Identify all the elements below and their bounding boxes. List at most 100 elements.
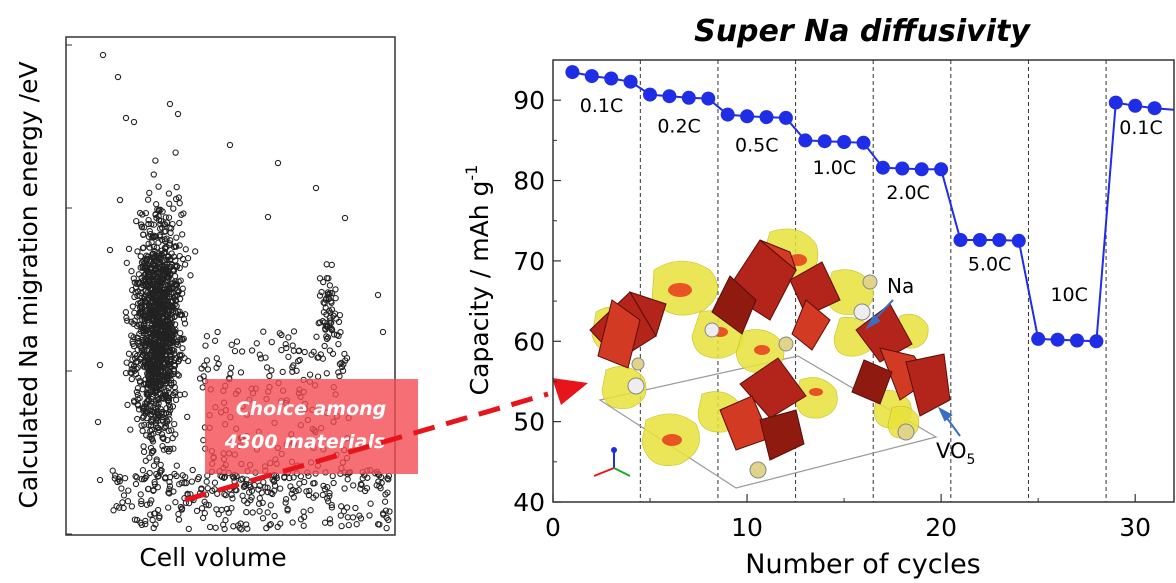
- scatter-point: [122, 114, 130, 122]
- scatter-point: [152, 417, 160, 424]
- scatter-point: [174, 371, 181, 378]
- scatter-point: [125, 350, 133, 357]
- scatter-point: [329, 472, 336, 480]
- scatter-point: [160, 290, 168, 297]
- scatter-point: [128, 318, 135, 325]
- scatter-point: [386, 508, 393, 515]
- scatter-point: [176, 252, 183, 260]
- scatter-point: [150, 462, 158, 469]
- scatter-point: [140, 443, 147, 450]
- scatter-point: [118, 485, 125, 492]
- scatter-point: [278, 331, 285, 339]
- capacity-point: [972, 233, 987, 247]
- scatter-point: [166, 490, 173, 497]
- scatter-point: [141, 421, 148, 428]
- scatter-point: [155, 472, 162, 480]
- scatter-point: [155, 321, 163, 329]
- scatter-point: [150, 250, 157, 257]
- right-y-axis-label: Capacity / mAh g-1: [462, 165, 494, 396]
- scatter-point: [248, 487, 256, 494]
- rate-label: 0.5C: [735, 135, 778, 157]
- scatter-point: [285, 334, 292, 341]
- scatter-point: [164, 276, 171, 283]
- scatter-point: [188, 478, 196, 485]
- scatter-point: [283, 344, 290, 352]
- y-tick-label: 90: [513, 86, 545, 115]
- scatter-point: [159, 303, 167, 310]
- scatter-point: [145, 283, 152, 291]
- scatter-point: [290, 474, 297, 481]
- scatter-point: [193, 507, 201, 515]
- scatter-point: [239, 475, 246, 482]
- scatter-point: [157, 405, 164, 413]
- scatter-point: [172, 396, 180, 404]
- scatter-point: [164, 253, 171, 261]
- scatter-point: [213, 506, 220, 513]
- scatter-point: [327, 520, 334, 527]
- scatter-point: [154, 362, 162, 369]
- scatter-point: [148, 497, 155, 504]
- scatter-point: [343, 504, 351, 511]
- scatter-point: [218, 473, 226, 480]
- scatter-point: [316, 275, 324, 282]
- scatter-point: [338, 503, 345, 510]
- vo5-polyhedra: [589, 239, 951, 461]
- scatter-point: [149, 379, 156, 387]
- scatter-point: [146, 312, 154, 320]
- scatter-point: [156, 231, 163, 239]
- scatter-point: [159, 373, 166, 380]
- scatter-point: [316, 292, 324, 299]
- scatter-point: [321, 319, 328, 326]
- scatter-point: [163, 243, 170, 251]
- capacity-point: [1089, 334, 1104, 349]
- scatter-point: [332, 286, 339, 293]
- scatter-point: [316, 319, 324, 326]
- scatter-point: [168, 335, 175, 342]
- scatter-point: [137, 491, 144, 498]
- scatter-point: [205, 501, 212, 509]
- scatter-point: [139, 211, 146, 218]
- rate-label: 0.2C: [657, 115, 700, 137]
- scatter-point: [159, 392, 166, 399]
- scatter-point: [145, 376, 153, 383]
- scatter-point: [145, 220, 152, 228]
- scatter-point: [164, 362, 171, 369]
- scatter-point: [134, 415, 141, 423]
- scatter-point: [184, 413, 191, 421]
- scatter-point: [143, 355, 150, 362]
- scatter-point: [279, 368, 286, 376]
- scatter-point: [119, 499, 126, 506]
- scatter-point: [260, 328, 267, 335]
- scatter-point: [201, 362, 208, 369]
- scatter-point: [311, 480, 318, 487]
- scatter-point: [161, 341, 168, 349]
- scatter-point: [122, 309, 130, 316]
- x-tick-label: 0: [545, 513, 561, 542]
- scatter-point: [169, 434, 176, 442]
- scatter-point: [116, 196, 124, 204]
- capacity-point: [895, 161, 910, 176]
- scatter-point: [271, 512, 278, 520]
- scatter-point: [161, 261, 169, 268]
- scatter-point: [116, 504, 123, 511]
- scatter-point: [326, 347, 334, 354]
- scatter-point: [243, 521, 250, 528]
- scatter-point: [295, 487, 302, 494]
- scatter-point: [165, 384, 172, 392]
- capacity-point: [1108, 95, 1123, 110]
- scatter-point: [96, 476, 104, 484]
- scatter-point: [134, 292, 141, 299]
- scatter-point: [144, 370, 151, 377]
- capacity-point: [643, 87, 657, 102]
- scatter-point: [143, 501, 151, 508]
- rate-label: 0.1C: [580, 95, 623, 117]
- scatter-point: [384, 475, 391, 482]
- scatter-point: [285, 353, 292, 361]
- scatter-point: [140, 448, 148, 456]
- scatter-point: [170, 267, 178, 275]
- scatter-point: [136, 377, 144, 384]
- scatter-point: [267, 502, 274, 509]
- scatter-point: [168, 346, 176, 353]
- scatter-point: [241, 482, 248, 489]
- scatter-point: [373, 482, 380, 489]
